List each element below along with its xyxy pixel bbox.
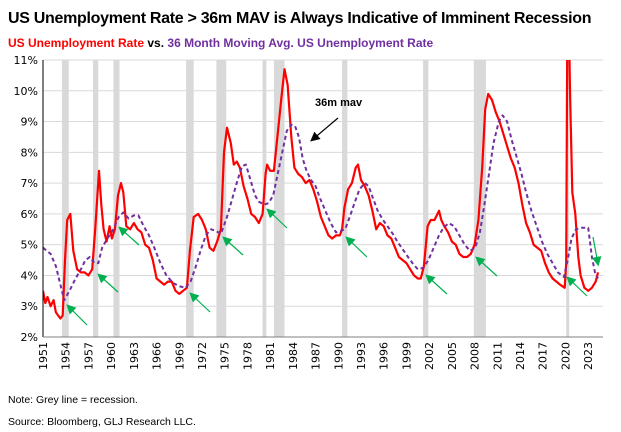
y-tick-label: 2% xyxy=(21,331,38,344)
x-tick-label: 2011 xyxy=(491,342,504,370)
x-tick-label: 1972 xyxy=(196,342,209,370)
x-tick-label: 2017 xyxy=(537,342,550,370)
x-tick-label: 1951 xyxy=(37,342,50,370)
signal-arrow xyxy=(222,236,244,256)
y-tick-label: 8% xyxy=(21,146,38,159)
unemployment-line xyxy=(43,60,600,320)
x-tick-label: 1993 xyxy=(355,342,368,370)
x-tick-label: 2014 xyxy=(514,342,527,370)
recession-band xyxy=(273,60,285,337)
x-tick-label: 2020 xyxy=(559,342,572,370)
y-tick-label: 10% xyxy=(14,85,38,98)
y-tick-label: 3% xyxy=(21,300,38,313)
recession-band xyxy=(92,60,99,337)
signal-arrow xyxy=(118,226,140,246)
chart-title: US Unemployment Rate > 36m MAV is Always… xyxy=(8,10,592,27)
x-tick-label: 1975 xyxy=(219,342,232,370)
x-tick-label: 1960 xyxy=(105,342,118,370)
x-tick-label: 1996 xyxy=(378,342,391,370)
recession-band xyxy=(113,60,120,337)
signal-arrow xyxy=(266,208,288,229)
y-tick-label: 9% xyxy=(21,116,38,129)
signal-arrow xyxy=(66,304,88,326)
recession-band xyxy=(566,60,570,337)
signal-arrow xyxy=(591,236,602,267)
subtitle-vs: vs. xyxy=(144,36,168,50)
recession-band xyxy=(342,60,348,337)
recession-band xyxy=(61,60,69,337)
y-tick-label: 6% xyxy=(21,208,38,221)
y-tick-label: 5% xyxy=(21,239,38,252)
source-note: Source: Bloomberg, GLJ Research LLC. xyxy=(8,416,196,428)
mav-line xyxy=(43,114,599,302)
subtitle-series-2: 36 Month Moving Avg. US Unemployment Rat… xyxy=(167,36,434,50)
x-tick-label: 2023 xyxy=(582,342,595,370)
y-tick-label: 11% xyxy=(14,54,38,67)
x-tick-label: 1984 xyxy=(287,342,300,370)
x-tick-label: 1990 xyxy=(332,342,345,370)
note-recession: Note: Grey line = recession. xyxy=(8,394,138,406)
x-tick-label: 1966 xyxy=(151,342,164,370)
chart-subtitle: US Unemployment Rate vs. 36 Month Moving… xyxy=(8,36,433,50)
x-tick-label: 1957 xyxy=(82,342,95,370)
recession-band xyxy=(186,60,194,337)
signal-arrow xyxy=(189,292,211,313)
x-tick-label: 1978 xyxy=(241,342,254,370)
x-tick-label: 1954 xyxy=(60,342,73,370)
signal-arrow xyxy=(97,273,119,293)
signal-arrow xyxy=(475,256,498,277)
subtitle-series-1: US Unemployment Rate xyxy=(8,36,145,50)
x-tick-label: 1969 xyxy=(173,342,186,370)
x-tick-label: 1981 xyxy=(264,342,277,370)
x-tick-label: 1999 xyxy=(400,342,413,370)
x-tick-label: 2002 xyxy=(423,342,436,370)
signal-arrow xyxy=(425,274,448,295)
x-tick-label: 2008 xyxy=(469,342,482,370)
mav-pointer-arrow xyxy=(310,117,339,142)
recession-band xyxy=(423,60,429,337)
signal-arrow xyxy=(345,236,368,258)
signal-arrow xyxy=(566,276,588,297)
x-tick-label: 2005 xyxy=(446,342,459,370)
x-tick-label: 1987 xyxy=(310,342,323,370)
chart-plot: 2% 3% 4% 5% 6% 7% 8% 9% 10% 11% 1951 1954 1957 1960 19… xyxy=(14,54,603,370)
y-tick-label: 4% xyxy=(21,269,38,282)
x-tick-label: 1963 xyxy=(128,342,141,370)
y-tick-label: 7% xyxy=(21,177,38,190)
mav-annotation-label: 36m mav xyxy=(315,97,363,109)
